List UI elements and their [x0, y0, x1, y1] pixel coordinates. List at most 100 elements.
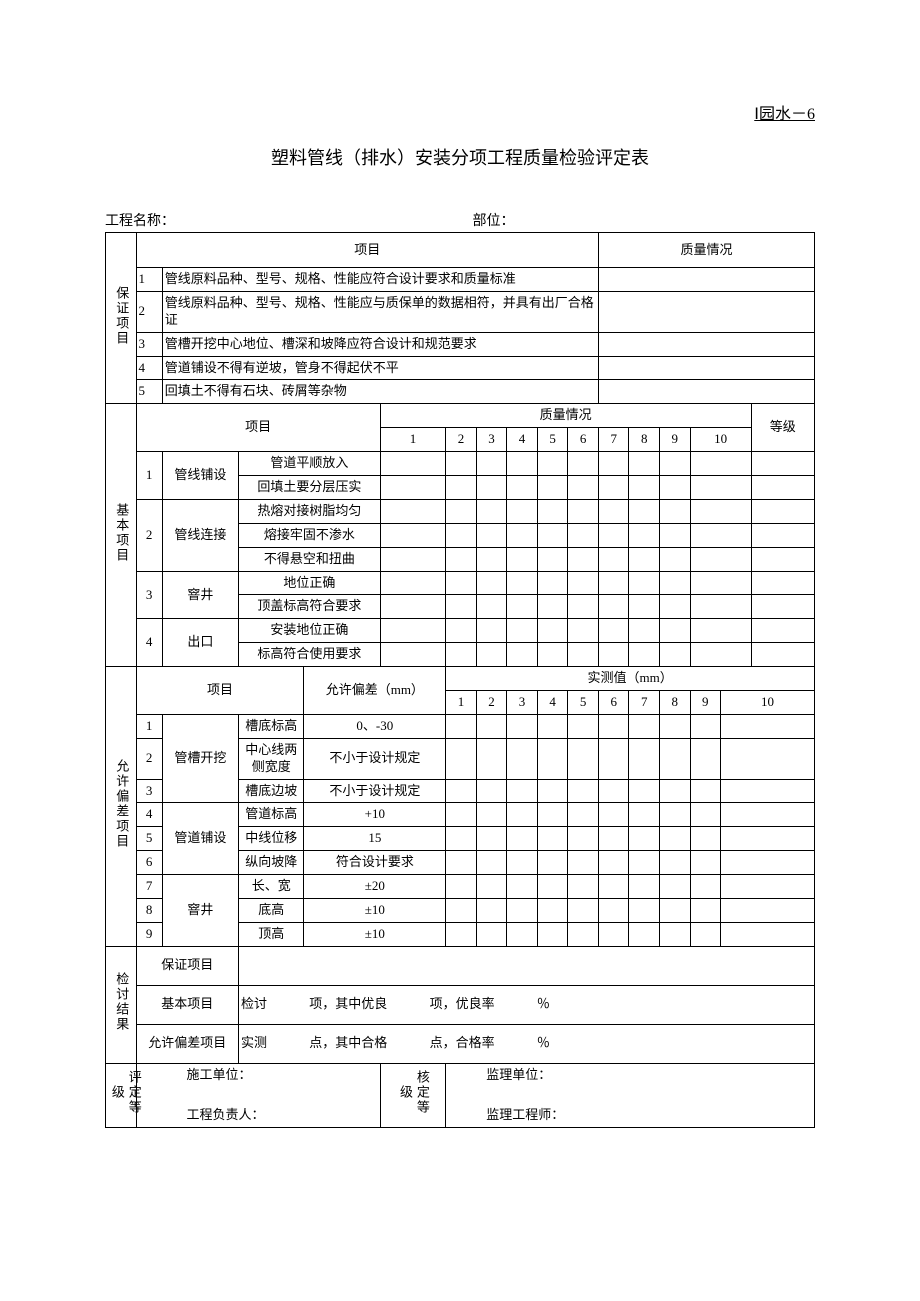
- s2-g2-n: 2: [136, 499, 162, 571]
- s3-r1-dev: 0、-30: [304, 714, 446, 738]
- s2-g3-n: 3: [136, 571, 162, 619]
- assessment-left[interactable]: 施工单位： 工程负责人：: [136, 1063, 380, 1127]
- s2-n2: 2: [446, 428, 477, 452]
- section1-label: 保证项目: [106, 233, 137, 404]
- s2-g2-s1: 热熔对接树脂均匀: [239, 499, 381, 523]
- s1-r4-q[interactable]: [598, 356, 814, 380]
- s2-g3-s1: 地位正确: [239, 571, 381, 595]
- s1-col-quality: 质量情况: [598, 233, 814, 268]
- s2-g3-s2: 顶盖标高符合要求: [239, 595, 381, 619]
- assessment-right[interactable]: 监理单位： 监理工程师：: [446, 1063, 815, 1127]
- s3-n4: 4: [537, 691, 568, 715]
- s1-r1-n: 1: [136, 268, 162, 292]
- section2-label: 基本项目: [106, 404, 137, 667]
- s3-g2-cat: 管道铺设: [162, 803, 238, 875]
- review-r2-text[interactable]: 检讨 项，其中优良 项，优良率 ％: [239, 985, 815, 1024]
- review-r3-text[interactable]: 实测 点，其中合格 点，合格率 ％: [239, 1024, 815, 1063]
- s3-r9-n: 9: [136, 922, 162, 946]
- s2-n3: 3: [476, 428, 507, 452]
- supervision-unit: 监理单位：: [486, 1067, 812, 1107]
- s2-n9: 9: [660, 428, 691, 452]
- s3-r5-dev: 15: [304, 827, 446, 851]
- section3-label: 允许偏差项目: [106, 667, 137, 947]
- project-label: 工程名称：: [105, 210, 180, 230]
- s3-r8-n: 8: [136, 899, 162, 923]
- project-value[interactable]: [180, 210, 473, 230]
- s3-r2-item: 中心线两侧宽度: [239, 738, 304, 779]
- s3-r9-item: 顶高: [239, 922, 304, 946]
- s2-n4: 4: [507, 428, 538, 452]
- doc-title: 塑料管线（排水）安装分项工程质量检验评定表: [105, 144, 815, 170]
- s2-g1-n: 1: [136, 452, 162, 500]
- s3-r4-dev: +10: [304, 803, 446, 827]
- s3-g1-cat: 管槽开挖: [162, 714, 238, 803]
- s1-col-item: 项目: [136, 233, 598, 268]
- s1-r2-q[interactable]: [598, 291, 814, 332]
- review-r3-label: 允许偏差项目: [136, 1024, 239, 1063]
- s1-r5-q[interactable]: [598, 380, 814, 404]
- s3-r7-dev: ±20: [304, 875, 446, 899]
- s3-n10: 10: [721, 691, 815, 715]
- s2-n10: 10: [690, 428, 751, 452]
- s3-r7-n: 7: [136, 875, 162, 899]
- s3-n3: 3: [507, 691, 538, 715]
- review-r1-val[interactable]: [239, 946, 815, 985]
- s2-n6: 6: [568, 428, 599, 452]
- part-label: 部位：: [473, 210, 523, 230]
- s2-g2-cat: 管线连接: [162, 499, 238, 571]
- s1-r3-q[interactable]: [598, 332, 814, 356]
- s2-n8: 8: [629, 428, 660, 452]
- s1-r1-q[interactable]: [598, 268, 814, 292]
- s1-r2-n: 2: [136, 291, 162, 332]
- s2-col-grade: 等级: [751, 404, 814, 452]
- s2-n7: 7: [598, 428, 629, 452]
- doc-code: Ⅰ园水－6: [105, 100, 815, 124]
- s3-n7: 7: [629, 691, 660, 715]
- s3-col-dev: 允许偏差（mm）: [304, 667, 446, 715]
- s3-r8-dev: ±10: [304, 899, 446, 923]
- s1-r4-n: 4: [136, 356, 162, 380]
- s2-g4-cat: 出口: [162, 619, 238, 667]
- s3-r1-n: 1: [136, 714, 162, 738]
- s3-r8-item: 底高: [239, 899, 304, 923]
- s3-n8: 8: [660, 691, 691, 715]
- s1-r5-text: 回填土不得有石块、砖屑等杂物: [162, 380, 598, 404]
- main-table: 保证项目 项目 质量情况 1 管线原料品种、型号、规格、性能应符合设计要求和质量…: [105, 232, 815, 1128]
- s2-col-quality: 质量情况: [380, 404, 751, 428]
- s3-n9: 9: [690, 691, 721, 715]
- s3-col-meas: 实测值（mm）: [446, 667, 815, 691]
- s1-r3-n: 3: [136, 332, 162, 356]
- s2-n1: 1: [380, 428, 445, 452]
- assessment-label: 评定等级: [106, 1063, 137, 1127]
- s2-g3-cat: 窨井: [162, 571, 238, 619]
- s1-r3-text: 管槽开挖中心地位、槽深和坡降应符合设计和规范要求: [162, 332, 598, 356]
- s3-n1: 1: [446, 691, 477, 715]
- s1-r4-text: 管道铺设不得有逆坡，管身不得起伏不平: [162, 356, 598, 380]
- s2-g4-s1: 安装地位正确: [239, 619, 381, 643]
- verify-grade-label: 核定等级: [380, 1063, 445, 1127]
- header-line: 工程名称： 部位：: [105, 210, 815, 230]
- s2-g2-s3: 不得悬空和扭曲: [239, 547, 381, 571]
- project-leader: 工程负责人：: [187, 1107, 378, 1124]
- s2-g1-s1: 管道平顺放入: [239, 452, 381, 476]
- s2-g4-s2: 标高符合使用要求: [239, 643, 381, 667]
- s3-n2: 2: [476, 691, 507, 715]
- s2-g4-n: 4: [136, 619, 162, 667]
- supervision-engineer: 监理工程师：: [486, 1107, 812, 1124]
- s3-r3-item: 槽底边坡: [239, 779, 304, 803]
- s3-r7-item: 长、宽: [239, 875, 304, 899]
- s3-r4-item: 管道标高: [239, 803, 304, 827]
- s2-g1-cat: 管线铺设: [162, 452, 238, 500]
- s2-col-item: 项目: [136, 404, 380, 452]
- part-value[interactable]: [523, 210, 816, 230]
- s3-r2-n: 2: [136, 738, 162, 779]
- s3-r6-item: 纵向坡降: [239, 851, 304, 875]
- s3-r9-dev: ±10: [304, 922, 446, 946]
- s3-n6: 6: [598, 691, 629, 715]
- review-label: 检讨结果: [106, 946, 137, 1063]
- s3-r2-dev: 不小于设计规定: [304, 738, 446, 779]
- s3-r5-item: 中线位移: [239, 827, 304, 851]
- s3-r6-n: 6: [136, 851, 162, 875]
- s3-n5: 5: [568, 691, 599, 715]
- s3-r1-item: 槽底标高: [239, 714, 304, 738]
